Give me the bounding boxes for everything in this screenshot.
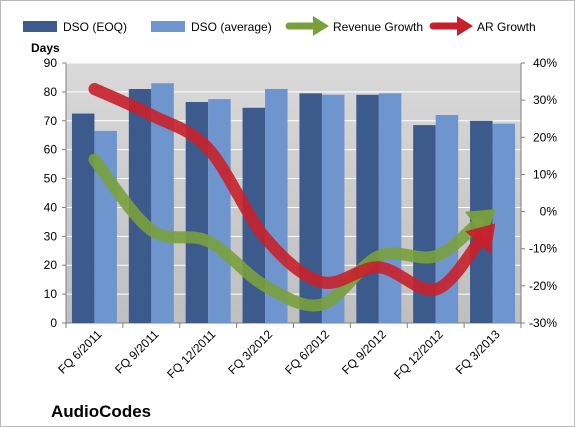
bar-dso-eoq [356,94,379,324]
ar-growth-line [88,83,487,297]
bar-dso-eoq [299,93,322,323]
growth-lines [88,83,496,312]
y-tick-label: 90 [44,56,58,70]
bar-dso-eoq [128,89,152,323]
y-tick-label: 10 [44,287,58,301]
legend-item: Revenue Growth [285,16,423,36]
legend-arrowhead [457,16,473,36]
bar-dso-average [492,123,516,324]
legend-label: Revenue Growth [333,20,423,34]
y-axis-title: Days [31,41,60,55]
bar-dso-average [265,89,288,323]
legend-swatch [23,21,57,32]
x-tick-label: FQ 9/2011 [112,327,162,377]
y2-tick-label: 40% [533,56,557,70]
bar-dso-average [208,99,231,323]
y2-tick-label: -10% [529,242,557,256]
ar-growth-arrowhead [465,223,496,255]
y-tick-label: 40 [44,200,58,214]
y-tick-label: 20 [44,258,58,272]
legend-label: DSO (average) [191,20,272,34]
x-tick-label: FQ 9/2012 [339,327,389,377]
y2-tick-label: 10% [533,167,557,181]
x-axis-ticks: FQ 6/2011 FQ 9/2011 FQ 12/2011 FQ 3/2012 FQ … [55,323,522,382]
bar-dso-eoq [413,125,436,323]
y2-tick-label: -30% [529,316,557,330]
revenue-growth-line [88,153,485,312]
y2-tick-label: 0% [540,205,558,219]
y2-tick-label: 30% [533,93,557,107]
y-tick-label: 30 [44,229,58,243]
y-tick-label: 60 [44,143,58,157]
y2-tick-label: -20% [529,279,557,293]
bar-dso-eoq [71,113,95,323]
legend: DSO (EOQ) DSO (average) Revenue Growth AR G… [23,16,536,36]
left-axis-ticks: 0 10 20 30 40 50 60 70 80 90 [44,56,66,330]
y2-tick-label: 20% [533,130,557,144]
x-tick-label: FQ 3/2012 [225,327,275,377]
legend-label: DSO (EOQ) [63,20,127,34]
legend-item: DSO (average) [151,20,272,34]
y-tick-label: 70 [44,114,58,128]
y-tick-label: 80 [44,85,58,99]
legend-swatch [151,21,185,32]
bar-dso-eoq [185,102,209,323]
legend-label: AR Growth [477,20,536,34]
x-tick-label: FQ 6/2011 [55,327,105,377]
legend-item: AR Growth [429,16,536,36]
bar-dso-average [378,93,402,323]
legend-item: DSO (EOQ) [23,20,127,34]
x-tick-label: FQ 12/2012 [391,327,446,382]
bar-dso-average [151,83,174,323]
x-tick-label: FQ 12/2011 [164,327,218,381]
x-tick-label: FQ 3/2013 [453,327,503,377]
bar-dso-average [321,94,345,324]
y-tick-label: 50 [44,172,58,186]
right-axis-ticks: 40% 30% 20% 10% 0% -10% -20% -30% [521,56,557,330]
company-label: AudioCodes [51,402,151,421]
x-tick-label: FQ 6/2012 [282,327,332,377]
legend-arrowhead [313,16,329,36]
y-tick-label: 0 [50,316,57,330]
